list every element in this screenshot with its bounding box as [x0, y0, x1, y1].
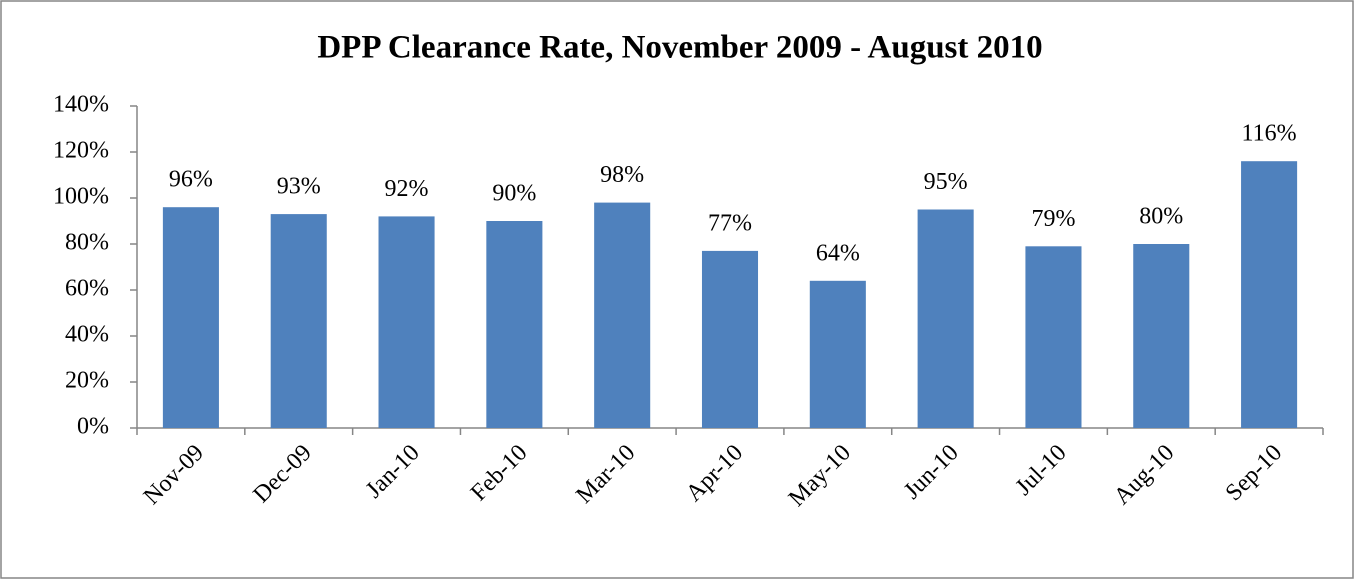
bar — [378, 216, 435, 428]
data-label: 64% — [816, 240, 860, 266]
data-label: 92% — [385, 176, 429, 202]
data-label: 77% — [708, 210, 752, 236]
data-label: 80% — [1139, 204, 1183, 230]
bar — [1241, 161, 1298, 428]
y-tick-label: 20% — [65, 368, 109, 394]
data-label: 116% — [1242, 121, 1297, 147]
y-tick-label: 120% — [53, 138, 109, 164]
data-label: 90% — [492, 181, 536, 207]
bar — [162, 207, 219, 428]
bar — [270, 214, 327, 428]
chart-title: DPP Clearance Rate, November 2009 - Augu… — [317, 30, 1042, 66]
data-label: 95% — [924, 169, 968, 195]
data-label: 98% — [600, 162, 644, 188]
y-tick-label: 0% — [77, 414, 109, 440]
y-tick-label: 60% — [65, 276, 109, 302]
data-label: 96% — [169, 167, 213, 193]
bar — [1025, 246, 1082, 428]
y-tick-label: 40% — [65, 322, 109, 348]
bar — [594, 202, 651, 428]
data-label: 93% — [277, 174, 321, 200]
y-tick-label: 140% — [53, 92, 109, 118]
bar — [809, 280, 866, 428]
bar — [917, 209, 974, 428]
data-label: 79% — [1031, 206, 1075, 232]
y-tick-label: 100% — [53, 184, 109, 210]
bar — [1133, 244, 1190, 428]
y-tick-label: 80% — [65, 230, 109, 256]
bar — [486, 221, 543, 428]
bar — [701, 250, 759, 428]
